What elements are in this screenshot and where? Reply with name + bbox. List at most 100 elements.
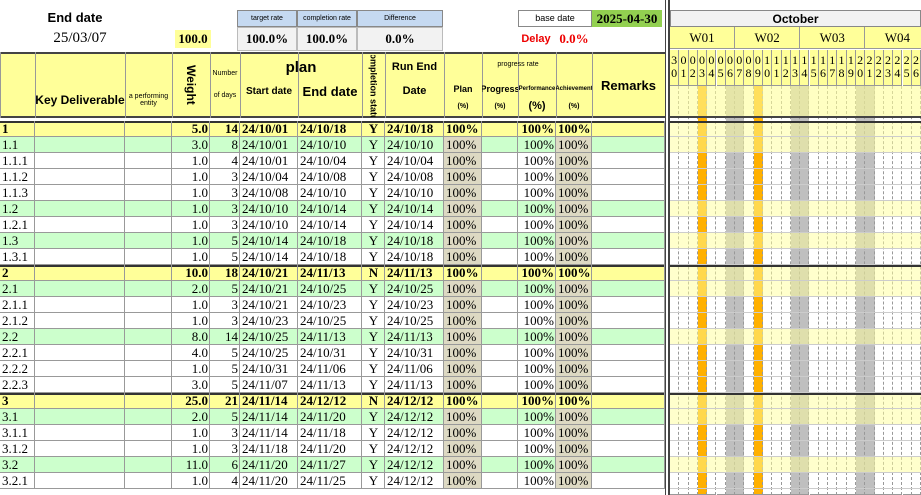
row-cell: 100% [446,441,477,456]
cell-border [556,457,592,473]
row-cell: Y [368,377,379,392]
row-bg [0,409,665,425]
row-cell: 100% [446,313,477,328]
cell-border [385,297,444,313]
cell-border [385,169,444,185]
cell-border [240,201,298,217]
row-bg [0,137,665,153]
cell-border [385,233,444,249]
column-border [172,52,173,118]
gantt-row [670,345,921,361]
cell-border [210,297,240,313]
row-cell: 1.0 [191,313,208,328]
row-cell: 18 [225,265,238,280]
row-cell: 1.0 [191,361,208,376]
row-cell: 100% [523,249,554,264]
cell-border [35,377,125,393]
cell-border [172,393,210,409]
row-cell: 24/11/13 [300,329,346,344]
cell-border [35,473,125,489]
cell-border [556,249,592,265]
row-cell: 24/12/12 [387,425,434,440]
cell-border [482,393,518,409]
run-end-header: Run End [391,61,438,73]
row-cell: 100% [523,217,554,232]
row-cell: 8 [231,137,239,152]
row-cell: 100% [446,345,477,360]
row-cell: 1.0 [191,185,208,200]
cell-border [298,265,362,281]
row-cell: 100% [558,377,589,392]
row-cell: 100% [523,409,554,424]
row-cell: Y [368,361,379,376]
cell-border [592,441,665,457]
cell-border [125,217,172,233]
cell-border [444,329,482,345]
achievement-header: Achievement [556,86,592,92]
cell-border [125,153,172,169]
cell-border [556,345,592,361]
day-label: 07 [735,50,745,86]
row-cell: 24/10/01 [242,153,289,168]
cell-border [298,169,362,185]
row-cell: 24/10/08 [242,185,289,200]
plan-header: plan [285,58,317,76]
header-bg [0,52,665,118]
cell-border [556,361,592,377]
cell-border [125,313,172,329]
row-cell: 24/10/14 [242,249,289,264]
cell-border [592,329,665,345]
cell-border [385,217,444,233]
plan-pct-unit: (%) [457,102,469,110]
row-cell: Y [368,409,379,424]
cell-border [240,265,298,281]
cell-border [444,409,482,425]
cell-border [125,425,172,441]
row-cell: 24/11/20 [300,441,346,456]
row-cell: 100% [558,153,589,168]
cell-border [35,201,125,217]
cell-border [592,313,665,329]
cell-border [0,249,35,265]
day-label: 03 [697,50,708,86]
day-label: 04 [707,50,717,86]
cell-border [518,265,556,281]
row-cell: 24/10/23 [242,313,289,328]
cell-border [556,217,592,233]
cell-border [362,249,385,265]
cell-border [35,265,125,281]
cell-border [482,361,518,377]
row-cell: 2.1.2 [2,313,28,328]
completion-value: 100.0% [297,27,357,51]
cell-border [362,201,385,217]
row-bg [0,425,665,441]
row-cell: 100% [523,377,554,392]
cell-border [518,153,556,169]
gantt-row [670,265,921,281]
row-cell: 100% [523,313,554,328]
row-cell: 100% [523,233,554,248]
cell-border [518,169,556,185]
row-cell: 24/11/18 [300,425,346,440]
row-cell: Y [368,121,379,136]
cell-border [482,233,518,249]
cell-border [298,185,362,201]
row-cell: 2.1.1 [2,297,28,312]
cell-border [556,473,592,489]
row-cell: 24/10/25 [300,281,347,296]
cell-border [556,441,592,457]
row-cell: 100% [558,233,589,248]
cell-border [240,313,298,329]
cell-border [0,217,35,233]
cell-border [592,185,665,201]
cell-border [362,121,385,137]
row-bg [0,153,665,169]
row-cell: 10.0 [185,265,208,280]
cell-border [35,329,125,345]
cell-border [125,345,172,361]
cell-border [482,121,518,137]
cell-border [240,441,298,457]
cell-border [518,121,556,137]
start-date-header: Start date [245,85,293,97]
day-label: 12 [781,50,791,86]
